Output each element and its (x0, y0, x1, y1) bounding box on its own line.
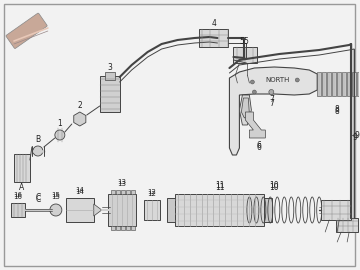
Bar (126, 226, 130, 230)
Bar (167, 198, 175, 222)
Text: 12: 12 (147, 191, 156, 197)
Text: 3: 3 (107, 63, 112, 73)
Bar (321, 200, 351, 220)
Text: 2: 2 (77, 102, 82, 110)
Bar (66, 198, 94, 222)
Text: 1: 1 (58, 119, 62, 127)
Text: 16: 16 (13, 192, 22, 198)
Bar (108, 194, 136, 226)
Bar (105, 72, 115, 80)
Text: C: C (35, 194, 41, 202)
Bar (175, 194, 264, 226)
Text: NORTH: NORTH (265, 77, 289, 83)
Polygon shape (239, 95, 251, 125)
Polygon shape (94, 204, 102, 216)
Circle shape (295, 78, 299, 82)
Text: 9: 9 (355, 130, 360, 140)
Bar (144, 200, 159, 220)
Bar (11, 203, 25, 217)
Text: 14: 14 (75, 187, 84, 193)
Circle shape (252, 90, 256, 94)
Circle shape (251, 80, 255, 84)
Text: B: B (35, 134, 40, 143)
Bar (327, 72, 331, 96)
Bar (126, 190, 130, 194)
Text: 7: 7 (269, 99, 274, 107)
Text: 10: 10 (270, 184, 279, 193)
Text: 11: 11 (215, 184, 224, 193)
Text: A: A (19, 184, 24, 193)
Text: 6: 6 (257, 140, 262, 150)
Text: 13: 13 (117, 179, 126, 185)
Circle shape (55, 130, 65, 140)
Bar (342, 72, 346, 96)
Polygon shape (229, 67, 317, 155)
Text: 13: 13 (117, 181, 126, 187)
Bar (111, 190, 115, 194)
Bar (347, 72, 351, 96)
Bar (116, 226, 120, 230)
Polygon shape (74, 112, 86, 126)
Text: 6: 6 (257, 143, 262, 151)
FancyBboxPatch shape (6, 13, 47, 49)
Polygon shape (246, 112, 265, 138)
Bar (100, 76, 120, 112)
Circle shape (50, 204, 62, 216)
Bar (322, 72, 326, 96)
Text: 4: 4 (212, 19, 217, 29)
Text: 15: 15 (51, 194, 60, 200)
Bar (336, 218, 358, 232)
Text: C: C (35, 195, 41, 204)
Text: 16: 16 (13, 194, 22, 200)
Polygon shape (14, 154, 30, 182)
Bar (233, 47, 257, 63)
Text: 9: 9 (353, 133, 357, 143)
Text: 10: 10 (270, 181, 279, 191)
Text: 12: 12 (147, 189, 156, 195)
Circle shape (33, 146, 43, 156)
Text: 8: 8 (335, 107, 339, 116)
Polygon shape (242, 98, 249, 118)
Text: 15: 15 (51, 192, 60, 198)
Text: 14: 14 (75, 189, 84, 195)
Bar (121, 226, 125, 230)
Text: 5: 5 (239, 36, 244, 46)
Bar (357, 72, 360, 96)
Circle shape (269, 89, 274, 94)
Bar (317, 72, 321, 96)
Text: 7: 7 (269, 96, 274, 104)
Bar (131, 190, 135, 194)
Bar (337, 72, 341, 96)
Bar (111, 226, 115, 230)
Bar (352, 72, 356, 96)
Bar (121, 190, 125, 194)
Bar (198, 29, 229, 47)
Text: 11: 11 (215, 181, 224, 191)
Bar (264, 198, 272, 222)
Text: 5: 5 (243, 36, 248, 46)
Bar (332, 72, 336, 96)
Bar (116, 190, 120, 194)
Bar (131, 226, 135, 230)
Text: 8: 8 (335, 106, 339, 114)
